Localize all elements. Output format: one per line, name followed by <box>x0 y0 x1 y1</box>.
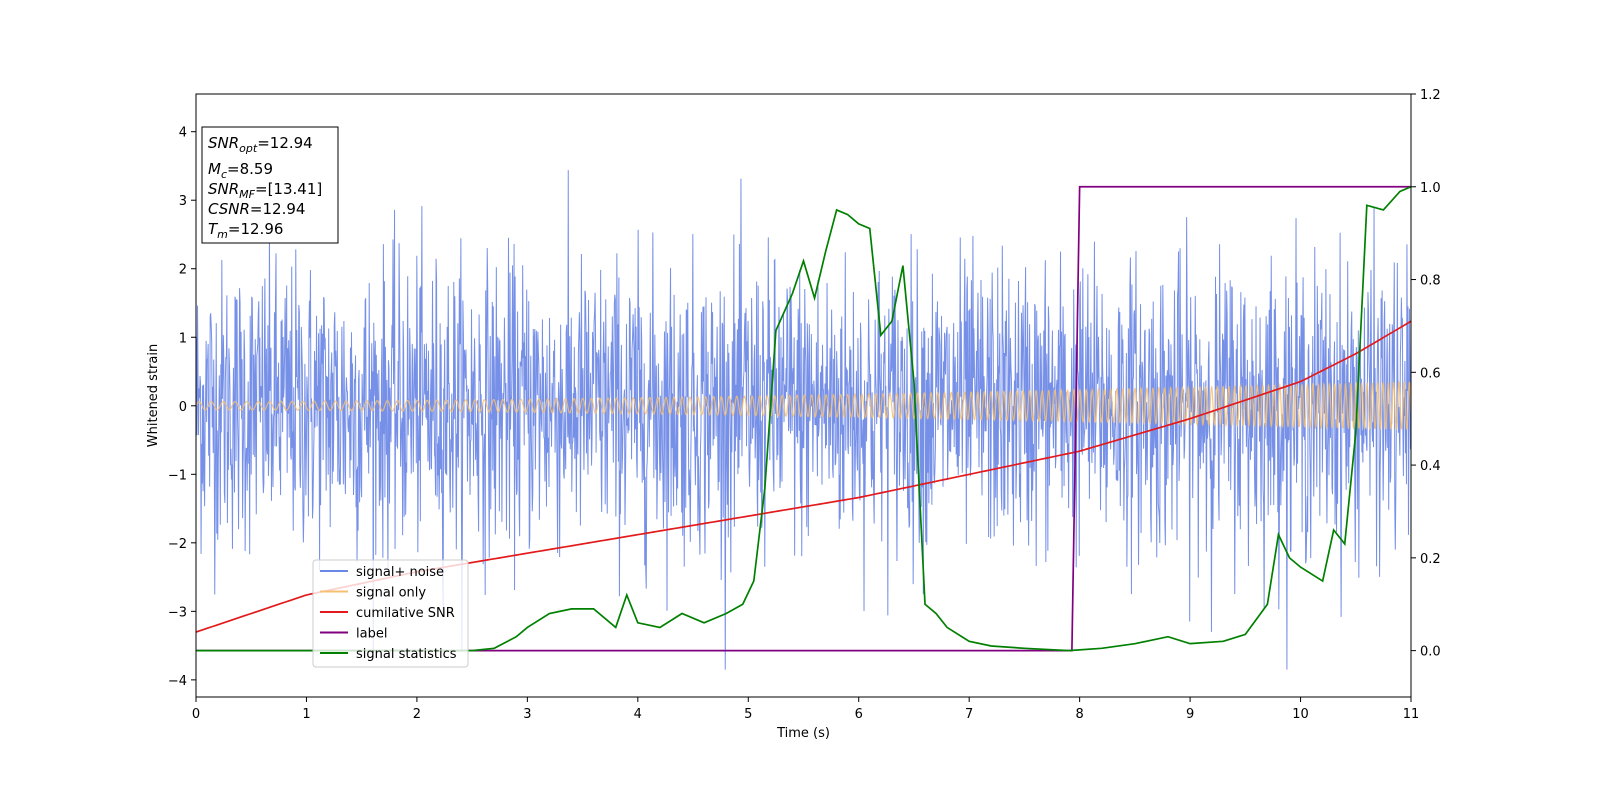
x-tick-label: 6 <box>855 707 863 722</box>
y-tick-label: 4 <box>179 126 187 141</box>
y-tick-label: 1 <box>179 331 187 346</box>
label-line <box>196 185 1411 652</box>
y-tick-label: −1 <box>168 468 187 483</box>
annotation-box: SNRopt=12.94 Mc=8.59 SNRMF=[13.41] CSNR=… <box>201 126 339 244</box>
y2-tick-label: 0.0 <box>1420 645 1441 660</box>
y2-tick-label: 1.0 <box>1420 181 1441 196</box>
y-tick-label: −2 <box>168 537 187 552</box>
x-tick-label: 3 <box>523 707 531 722</box>
y2-tick-label: 0.4 <box>1420 459 1441 474</box>
y-axis-label: Whitened strain <box>146 344 161 447</box>
y-tick-label: 0 <box>179 400 187 415</box>
legend-item-label: signal statistics <box>356 647 457 662</box>
x-tick-label: 2 <box>413 707 421 722</box>
x-tick-label: 11 <box>1403 707 1420 722</box>
annotation-snr-opt: SNRopt=12.94 <box>208 134 313 155</box>
signal-statistics-line <box>196 185 1412 652</box>
x-tick-label: 7 <box>965 707 973 722</box>
legend-item-label: label <box>356 627 387 642</box>
x-tick-label: 0 <box>192 707 200 722</box>
signal-only-line <box>195 379 1412 431</box>
x-tick-label: 1 <box>302 707 310 722</box>
legend-item-label: signal only <box>356 586 426 601</box>
x-tick-label: 10 <box>1292 707 1309 722</box>
legend-item-label: signal+ noise <box>356 565 444 580</box>
plot-area-frame <box>195 93 1412 698</box>
signal-only-series <box>195 379 1412 431</box>
legend: signal+ noise signal only cumilative SNR la… <box>312 559 469 668</box>
x-tick-label: 4 <box>634 707 642 722</box>
y-tick-label: −3 <box>168 605 187 620</box>
x-axis-label: Time (s) <box>776 726 830 741</box>
annotation-mc: Mc=8.59 <box>208 160 273 181</box>
y2-tick-label: 1.2 <box>1420 88 1441 103</box>
y-tick-label: 2 <box>179 263 187 278</box>
annotation-snr-mf: SNRMF=[13.41] <box>208 180 322 201</box>
y2-tick-label: 0.6 <box>1420 366 1441 381</box>
y2-tick-label: 0.2 <box>1420 552 1441 567</box>
y-tick-label: 3 <box>179 194 187 209</box>
y2-tick-label: 0.8 <box>1420 274 1441 289</box>
y-tick-label: −4 <box>168 674 187 689</box>
annotation-tm: Tm=12.96 <box>208 220 283 241</box>
x-tick-label: 8 <box>1075 707 1083 722</box>
x-tick-label: 5 <box>744 707 752 722</box>
annotation-csnr: CSNR=12.94 <box>208 200 305 218</box>
axis-ticks: 0 1 2 3 4 5 6 7 8 9 10 11 −4 −3 −2 −1 0 1 2 3 4 0.0 0.2 0.4 0.6 0… <box>168 88 1441 722</box>
x-tick-label: 9 <box>1186 707 1194 722</box>
legend-item-label: cumilative SNR <box>356 606 455 621</box>
